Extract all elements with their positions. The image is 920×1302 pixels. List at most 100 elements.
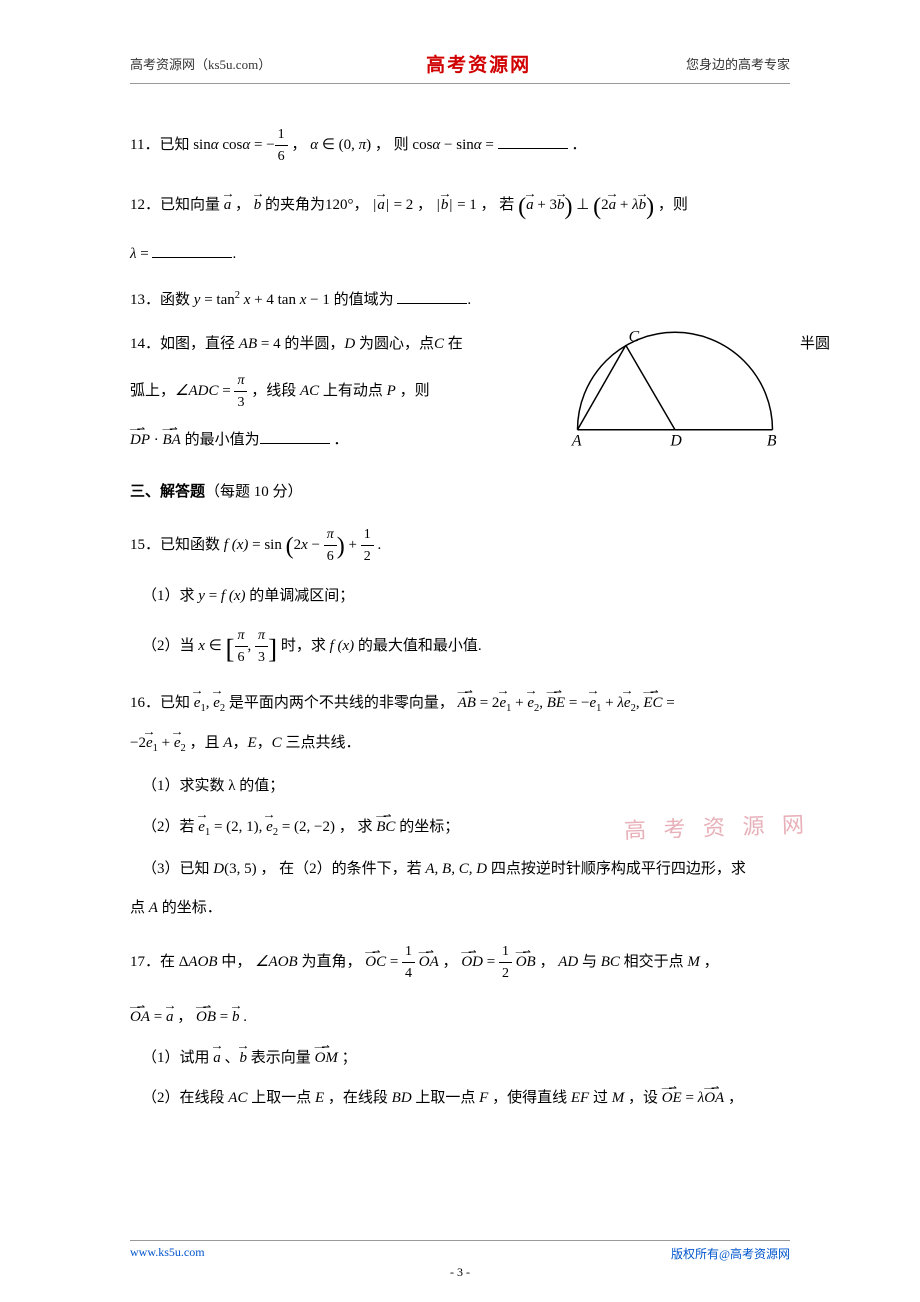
m: π bbox=[234, 370, 247, 392]
m: · bbox=[150, 432, 163, 448]
m: 2 bbox=[361, 546, 374, 567]
txt: 已知 bbox=[180, 861, 210, 877]
m: b bbox=[240, 1047, 248, 1070]
m: BD bbox=[392, 1090, 412, 1106]
m: = bbox=[485, 137, 497, 153]
m: b bbox=[639, 194, 647, 217]
page-footer: www.ks5u.com 版权所有@高考资源网 bbox=[130, 1240, 790, 1262]
m: E bbox=[247, 735, 256, 751]
question-14: 14．如图，直径 AB = 4 的半圆，D 为圆心，点C 在 半圆 弧上，∠AD… bbox=[130, 333, 790, 451]
m: α bbox=[474, 137, 482, 153]
m: AC bbox=[300, 382, 319, 398]
txt: 如图，直径 bbox=[160, 336, 239, 352]
m: OA bbox=[419, 951, 439, 974]
m: − bbox=[308, 536, 324, 552]
txt: ， bbox=[700, 954, 719, 970]
m: f (x) bbox=[224, 536, 249, 552]
m: A bbox=[223, 735, 232, 751]
m: OC bbox=[365, 951, 386, 974]
m: D bbox=[213, 861, 224, 877]
txt: 的最小值为 bbox=[185, 432, 260, 448]
txt: 在（2）的条件下，若 bbox=[279, 861, 425, 877]
m: BC bbox=[601, 954, 620, 970]
m: 1 bbox=[402, 941, 415, 963]
page-header: 高考资源网（ks5u.com） 高考资源网 您身边的高考专家 bbox=[130, 50, 790, 84]
watermark: 高 考 资 源 网 bbox=[623, 807, 810, 846]
txt: ， bbox=[439, 954, 458, 970]
m: = bbox=[137, 246, 153, 262]
txt: . bbox=[377, 536, 381, 552]
m: (3, 5) ， bbox=[224, 861, 275, 877]
m: 1 bbox=[499, 941, 512, 963]
question-13: 13．函数 y = tan2 x + 4 tan x − 1 的值域为 . bbox=[130, 288, 790, 312]
m: e bbox=[174, 732, 181, 755]
txt: 当 bbox=[180, 638, 199, 654]
q-num: 16． bbox=[130, 695, 160, 711]
sub-num: （1） bbox=[142, 588, 180, 604]
m: F bbox=[479, 1090, 488, 1106]
m: OB bbox=[196, 1006, 216, 1029]
txt: 是平面内两个不共线的非零向量， bbox=[229, 695, 454, 711]
m: f (x) bbox=[221, 588, 246, 604]
m: C bbox=[272, 735, 282, 751]
txt: 三点共线． bbox=[282, 735, 361, 751]
m: x bbox=[301, 536, 308, 552]
txt: 点 bbox=[130, 900, 149, 916]
txt: 与 bbox=[578, 954, 601, 970]
header-right: 您身边的高考专家 bbox=[686, 54, 790, 73]
txt: ，使得直线 bbox=[488, 1090, 571, 1106]
question-12: 12．已知向量 a ， b 的夹角为120°， a = 2 ， b = 1 ， … bbox=[130, 189, 790, 266]
m: A bbox=[149, 900, 158, 916]
txt: 已知 bbox=[160, 695, 190, 711]
m: BE bbox=[547, 692, 565, 715]
question-16: 16．已知 e1, e2 是平面内两个不共线的非零向量， AB = 2e1 + … bbox=[130, 692, 790, 920]
m: sin bbox=[193, 137, 211, 153]
txt: 过 bbox=[589, 1090, 612, 1106]
txt: ， bbox=[291, 137, 306, 153]
q-num: 11． bbox=[130, 137, 159, 153]
txt: 已知 bbox=[159, 137, 189, 153]
m: f (x) bbox=[330, 638, 355, 654]
txt: 函数 bbox=[160, 292, 194, 308]
txt: 三、解答题 bbox=[130, 484, 205, 500]
m: − bbox=[266, 137, 274, 153]
txt: 的值域为 bbox=[334, 292, 394, 308]
m: a bbox=[526, 194, 534, 217]
txt: 试用 bbox=[180, 1050, 214, 1066]
m: π bbox=[235, 625, 248, 647]
m: , bbox=[248, 638, 256, 654]
m: e bbox=[213, 692, 220, 715]
m: + 4 tan bbox=[254, 292, 300, 308]
txt: . bbox=[232, 246, 236, 262]
m: OE bbox=[662, 1087, 682, 1110]
m: a bbox=[213, 1047, 221, 1070]
txt: 为直角， bbox=[298, 954, 362, 970]
m: 2 bbox=[631, 703, 636, 714]
m: e bbox=[624, 692, 631, 715]
txt: ，则 bbox=[658, 197, 688, 213]
txt: ，则 bbox=[396, 382, 430, 398]
m: α bbox=[242, 137, 250, 153]
m: 6 bbox=[235, 647, 248, 668]
m: = bbox=[483, 954, 499, 970]
m: e bbox=[499, 692, 506, 715]
txt: 已知函数 bbox=[160, 536, 224, 552]
m: b bbox=[232, 1006, 240, 1029]
m: x bbox=[240, 292, 250, 308]
m: OA bbox=[704, 1087, 724, 1110]
m: ∈ bbox=[205, 638, 226, 654]
m: D bbox=[344, 336, 355, 352]
m: BC bbox=[376, 816, 395, 839]
txt: ，且 bbox=[190, 735, 224, 751]
txt: 的最大值和最小值. bbox=[354, 638, 482, 654]
m: x bbox=[198, 638, 205, 654]
txt: 上有动点 bbox=[319, 382, 387, 398]
m: 2 bbox=[181, 743, 186, 754]
m: + bbox=[601, 695, 617, 711]
content-area: 11．已知 sinα cosα = −16 ， α ∈ (0, π) ， 则 c… bbox=[130, 84, 790, 1110]
m: = bbox=[682, 1090, 698, 1106]
txt: （每题 10 分） bbox=[205, 484, 303, 500]
q-num: 14． bbox=[130, 336, 160, 352]
txt: 在线段 bbox=[180, 1090, 229, 1106]
sub-num: （2） bbox=[142, 819, 180, 835]
